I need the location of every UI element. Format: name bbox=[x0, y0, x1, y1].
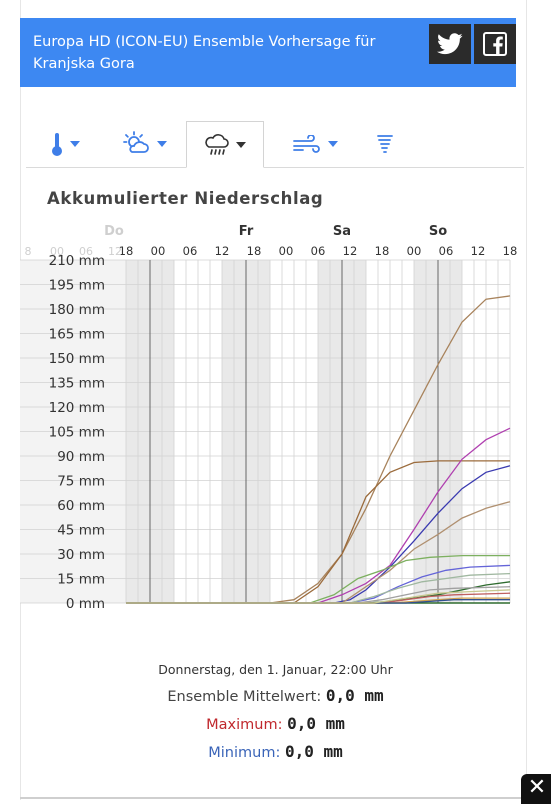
close-icon: ✕ bbox=[527, 775, 547, 800]
facebook-button[interactable] bbox=[474, 24, 516, 64]
ensemble-member-line bbox=[126, 572, 511, 604]
chart-title: Akkumulierter Niederschlag bbox=[47, 189, 324, 208]
hour-tick-label: 18 bbox=[375, 244, 390, 258]
y-tick-label: 195 mm bbox=[49, 278, 105, 294]
hour-tick-label: 18 bbox=[247, 244, 262, 258]
ensemble-member-line bbox=[126, 554, 510, 604]
chevron-down-icon bbox=[70, 141, 80, 147]
parameter-tabs bbox=[26, 121, 524, 168]
past-hour-label: 12 bbox=[108, 245, 122, 258]
y-tick-label: 0 mm bbox=[66, 596, 105, 612]
day-label: Fr bbox=[239, 224, 254, 239]
minimum-value: 0,0 mm bbox=[284, 742, 343, 761]
y-tick-label: 180 mm bbox=[49, 302, 105, 318]
day-label: So bbox=[429, 224, 447, 239]
minimum-label: Minimum: bbox=[208, 745, 281, 761]
hour-tick-label: 12 bbox=[343, 244, 358, 258]
tab-wind[interactable] bbox=[276, 121, 354, 167]
page-header: Europa HD (ICON-EU) Ensemble Vorhersage … bbox=[20, 18, 516, 87]
hour-tick-label: 18 bbox=[503, 244, 518, 258]
tab-storm[interactable] bbox=[346, 121, 424, 167]
ensemble-mean-row: Ensemble Mittelwert: 0,0 mm bbox=[0, 686, 551, 705]
ensemble-mean-label: Ensemble Mittelwert: bbox=[167, 689, 322, 705]
y-tick-label: 165 mm bbox=[49, 327, 105, 343]
chevron-down-icon bbox=[157, 141, 167, 147]
maximum-row: Maximum: 0,0 mm bbox=[0, 714, 551, 733]
day-label: Do bbox=[104, 224, 124, 239]
hour-tick-label: 00 bbox=[151, 244, 166, 258]
y-tick-label: 45 mm bbox=[57, 523, 105, 539]
ensemble-member-line bbox=[126, 501, 511, 604]
hour-tick-label: 06 bbox=[439, 244, 454, 258]
tab-temperature[interactable] bbox=[26, 121, 104, 167]
hour-tick-label: 06 bbox=[183, 244, 198, 258]
y-tick-label: 210 mm bbox=[49, 253, 105, 269]
ensemble-mean-value: 0,0 mm bbox=[325, 686, 384, 705]
y-tick-label: 135 mm bbox=[49, 376, 105, 392]
day-label: Sa bbox=[333, 224, 351, 239]
y-tick-label: 90 mm bbox=[57, 449, 105, 465]
hour-tick-label: 00 bbox=[279, 244, 294, 258]
forecast-title: Europa HD (ICON-EU) Ensemble Vorhersage … bbox=[33, 34, 376, 72]
minimum-row: Minimum: 0,0 mm bbox=[0, 742, 551, 761]
chevron-down-icon bbox=[328, 141, 338, 147]
wind-icon bbox=[293, 135, 320, 153]
past-hour-label: 00 bbox=[50, 245, 64, 258]
y-tick-label: 30 mm bbox=[57, 547, 105, 563]
chevron-down-icon bbox=[236, 141, 246, 148]
tab-weather[interactable] bbox=[106, 121, 184, 167]
facebook-icon bbox=[483, 32, 507, 56]
hour-tick-label: 18 bbox=[119, 244, 134, 258]
thermometer-icon bbox=[52, 133, 62, 156]
ensemble-member-line bbox=[126, 465, 511, 604]
ensemble-member-line bbox=[126, 295, 511, 604]
past-hour-label: 06 bbox=[79, 245, 93, 258]
sun-cloud-icon bbox=[123, 131, 149, 153]
y-tick-label: 120 mm bbox=[49, 400, 105, 416]
maximum-value: 0,0 mm bbox=[287, 714, 345, 733]
hour-tick-label: 12 bbox=[471, 244, 486, 258]
past-hour-label: 8 bbox=[25, 245, 32, 258]
y-tick-label: 15 mm bbox=[57, 572, 105, 588]
y-tick-label: 105 mm bbox=[49, 425, 105, 441]
divider bbox=[20, 797, 526, 799]
y-tick-label: 60 mm bbox=[57, 498, 105, 514]
close-button[interactable]: ✕ bbox=[521, 774, 551, 804]
tab-precipitation[interactable] bbox=[186, 121, 264, 168]
precipitation-chart: 0 mm 15 mm 30 mm 45 mm 60 mm 75 mm 90 mm 105 mm… bbox=[20, 224, 518, 612]
ensemble-member-line bbox=[126, 589, 511, 604]
twitter-button[interactable] bbox=[429, 24, 471, 64]
twitter-icon bbox=[437, 33, 463, 55]
y-tick-label: 150 mm bbox=[49, 351, 105, 367]
ensemble-member-line bbox=[126, 460, 510, 604]
y-tick-label: 75 mm bbox=[57, 474, 105, 490]
hour-tick-label: 06 bbox=[311, 244, 326, 258]
maximum-label: Maximum: bbox=[206, 717, 283, 733]
selected-time: Donnerstag, den 1. Januar, 22:00 Uhr bbox=[158, 662, 393, 677]
hour-tick-label: 00 bbox=[407, 244, 422, 258]
ensemble-member-line bbox=[126, 427, 511, 604]
hour-tick-label: 12 bbox=[215, 244, 230, 258]
rain-cloud-icon bbox=[205, 133, 229, 155]
tornado-icon bbox=[377, 135, 393, 153]
